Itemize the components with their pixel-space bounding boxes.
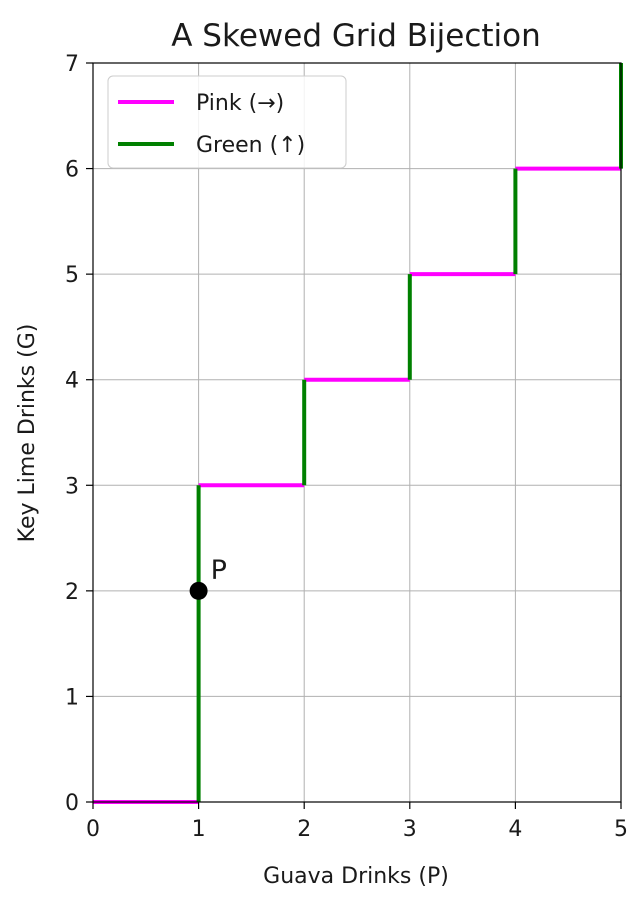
x-tick-label: 5 [614,817,628,842]
y-tick-label: 2 [65,580,79,605]
x-tick-label: 1 [192,817,206,842]
y-tick-label: 3 [65,474,79,499]
y-tick-label: 5 [65,263,79,288]
chart-title: A Skewed Grid Bijection [171,18,541,54]
legend-label: Green (↑) [196,133,305,158]
legend: Pink (→) Green (↑) [107,75,347,169]
y-tick-label: 0 [65,791,79,816]
plot-frame [92,62,622,803]
x-tick-label: 4 [508,817,522,842]
point-marker [189,581,208,600]
annotation-layer: P [189,555,227,600]
legend-label: Pink (→) [196,91,284,116]
y-tick-label: 6 [65,158,79,183]
x-tick-label: 0 [86,817,100,842]
y-tick-label: 7 [65,52,79,77]
ticks: 0 1 2 3 4 5 0 1 2 3 4 5 6 7 [65,52,628,842]
y-axis-label: Key Lime Drinks (G) [15,324,40,543]
point-label: P [211,555,227,586]
y-tick-label: 1 [65,685,79,710]
x-axis-label: Guava Drinks (P) [263,864,449,889]
x-tick-label: 2 [297,817,311,842]
x-tick-label: 3 [403,817,417,842]
y-tick-label: 4 [65,369,79,394]
